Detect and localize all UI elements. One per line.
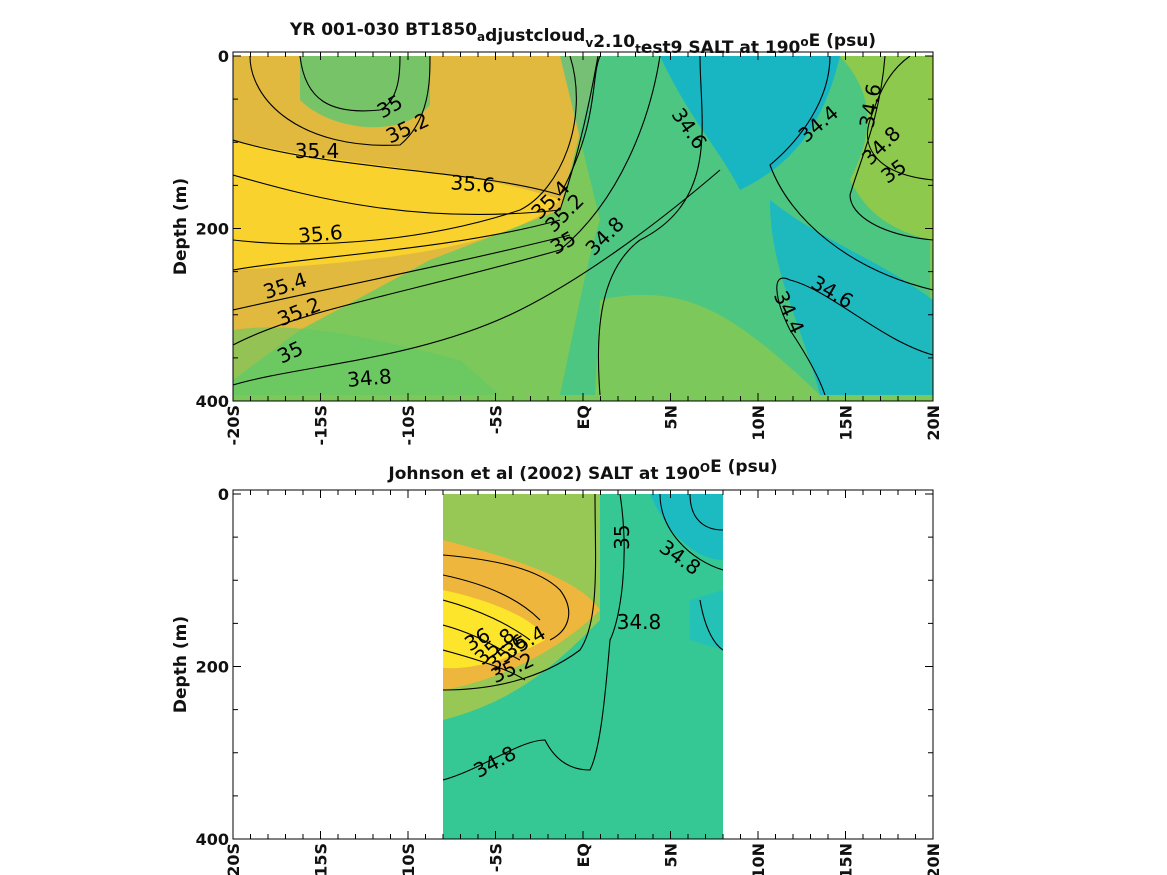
contour-line xyxy=(443,624,521,661)
x-tick-label: -15S xyxy=(312,405,331,445)
y-tick-label: 400 xyxy=(196,830,229,849)
x-tick-label: -10S xyxy=(399,405,418,445)
x-tick-label: 20N xyxy=(924,405,943,441)
salinity-region xyxy=(233,327,500,395)
contour-line xyxy=(233,169,721,386)
contour-line xyxy=(443,494,625,781)
contour-line xyxy=(443,599,531,641)
contour-line xyxy=(849,56,933,241)
salinity-region xyxy=(650,494,723,560)
contour-line xyxy=(233,56,599,216)
contour-label: 35 xyxy=(610,524,634,549)
contour-line xyxy=(443,494,597,691)
contour-line xyxy=(233,56,577,245)
x-tick-label: EQ xyxy=(574,405,593,430)
contour-line xyxy=(233,219,561,271)
contour-label: 35.6 xyxy=(297,220,343,248)
x-tick-label: 20N xyxy=(924,843,943,875)
x-tick-label: -20S xyxy=(224,405,243,445)
x-tick-label: 15N xyxy=(837,405,856,441)
contour-line xyxy=(769,56,933,291)
y-tick-label: 200 xyxy=(196,220,229,239)
contour-line xyxy=(689,494,723,531)
lower-panel: 0 200 400-20S -15S -10S -5S EQ 5N 10N 15N 20N Depth… xyxy=(171,457,943,875)
x-tick-label: -10S xyxy=(399,843,418,875)
contour-label: 35.4 xyxy=(295,139,340,163)
x-tick-label: -15S xyxy=(312,843,331,875)
salinity-region xyxy=(840,56,933,240)
contour-line xyxy=(249,56,431,146)
heatmap-field xyxy=(233,56,933,401)
heatmap-field xyxy=(443,494,723,839)
contour-label: 34.8 xyxy=(617,610,662,634)
y-tick-label: 0 xyxy=(218,485,229,504)
x-tick-label: 15N xyxy=(837,843,856,875)
x-tick-label: EQ xyxy=(574,843,593,868)
y-tick-label: 0 xyxy=(218,47,229,66)
x-tick-label: -20S xyxy=(224,843,243,875)
chart-title: YR 001-030 BT1850adjustcloudv2.10test9 S… xyxy=(289,20,876,58)
salinity-region xyxy=(690,590,723,650)
x-tick-label: -5S xyxy=(487,843,506,872)
x-tick-label: 10N xyxy=(749,843,768,875)
contour-line xyxy=(866,56,933,181)
y-tick-label: 400 xyxy=(196,392,229,411)
x-tick-label: 10N xyxy=(749,405,768,441)
y-axis-label: Depth (m) xyxy=(171,178,191,275)
contour-label: 34.8 xyxy=(346,364,392,392)
chart-title: Johnson et al (2002) SALT at 190OE (psu) xyxy=(387,457,777,484)
contour-line xyxy=(776,277,933,396)
contour-line xyxy=(299,56,401,112)
salinity-region xyxy=(300,56,430,128)
contour-line xyxy=(699,599,723,651)
x-tick-label: 5N xyxy=(662,405,681,430)
salinity-region xyxy=(770,200,933,395)
contour-line xyxy=(443,574,541,621)
y-axis-label: Depth (m) xyxy=(171,616,191,713)
contour-label: 35.6 xyxy=(450,170,496,197)
salinity-region xyxy=(660,56,840,190)
contour-line xyxy=(659,494,723,571)
contour-line xyxy=(233,56,661,346)
contour-line xyxy=(233,234,571,311)
contour-line xyxy=(443,649,526,681)
contour-line xyxy=(597,56,703,396)
y-tick-label: 200 xyxy=(196,658,229,677)
x-tick-label: -5S xyxy=(487,405,506,434)
x-tick-label: 5N xyxy=(662,843,681,868)
contour-line xyxy=(443,554,570,641)
contour-line xyxy=(233,56,601,196)
salinity-region xyxy=(443,590,545,669)
upper-panel: 0 200 400-20S -15S -10S -5S EQ 5N 10N 15N 20N Depth… xyxy=(171,20,943,445)
